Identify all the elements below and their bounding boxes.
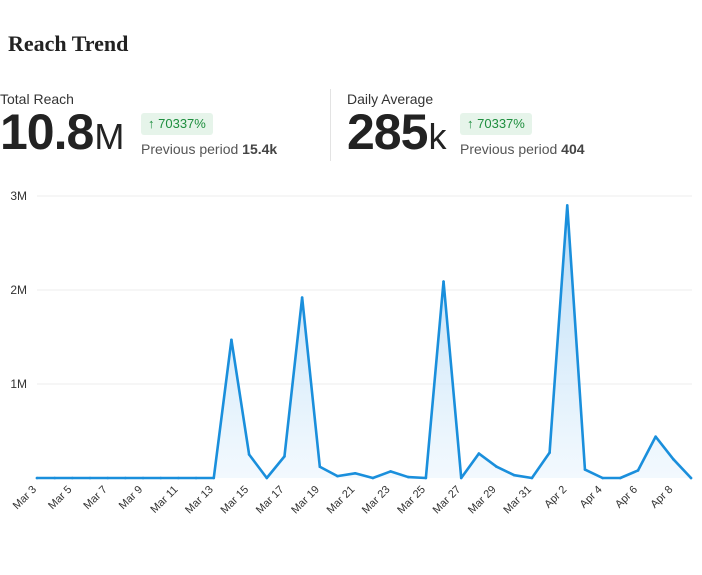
data-point: [300, 296, 304, 299]
data-point: [654, 435, 657, 438]
total-reach-previous-value: 15.4k: [242, 141, 278, 157]
arrow-up-icon: ↑: [148, 116, 155, 131]
total-reach-unit: M: [94, 116, 125, 157]
data-point: [477, 452, 481, 455]
x-tick-label: Mar 3: [11, 484, 39, 512]
data-point: [548, 451, 551, 454]
data-point: [106, 476, 110, 480]
data-point: [618, 476, 622, 480]
metric-divider: [330, 89, 331, 161]
data-point: [424, 476, 428, 480]
daily-average-metric: Daily Average 285k ↑ 70337% Previous per…: [347, 90, 585, 158]
total-reach-number: 10.8: [0, 104, 94, 160]
total-reach-previous-label: Previous period: [141, 141, 239, 157]
daily-average-unit: k: [428, 116, 447, 157]
x-tick-label: Apr 2: [542, 484, 569, 511]
daily-average-previous-label: Previous period: [460, 141, 558, 157]
data-point: [459, 476, 463, 480]
chart-title: Reach Trend: [8, 31, 129, 56]
data-point: [194, 476, 198, 480]
data-point: [124, 476, 127, 480]
daily-average-label: Daily Average: [347, 91, 434, 107]
data-point: [177, 476, 180, 480]
data-point: [318, 465, 322, 469]
data-point: [371, 476, 375, 480]
x-tick-label: Mar 15: [219, 484, 252, 517]
total-reach-change-badge: ↑ 70337%: [141, 113, 213, 135]
daily-average-previous-value: 404: [561, 141, 585, 157]
x-tick-label: Mar 11: [148, 484, 180, 516]
x-tick-label: Mar 21: [325, 484, 358, 517]
x-tick-label: Mar 9: [117, 484, 145, 512]
data-point: [88, 476, 92, 480]
x-tick-label: Mar 5: [46, 484, 74, 512]
data-point: [636, 469, 640, 472]
data-point: [565, 204, 569, 207]
data-point: [71, 476, 74, 480]
x-tick-label: Mar 29: [466, 484, 499, 517]
x-tick-label: Mar 23: [360, 484, 393, 517]
data-point: [212, 476, 216, 480]
x-tick-label: Mar 31: [501, 484, 534, 517]
x-tick-label: Apr 6: [613, 484, 640, 511]
data-point: [495, 465, 498, 469]
total-reach-metric: Total Reach 10.8M ↑ 70337% Previous peri…: [0, 90, 277, 158]
daily-average-change-value: 70337%: [477, 116, 525, 131]
data-point: [159, 476, 163, 480]
data-point: [230, 338, 233, 342]
y-tick-label: 2M: [10, 283, 27, 297]
data-point: [247, 453, 251, 456]
total-reach-value: 10.8M: [0, 106, 124, 171]
series-line: [35, 204, 693, 480]
x-tick-label: Mar 25: [395, 484, 428, 517]
data-point: [689, 476, 693, 480]
x-tick-label: Mar 27: [431, 484, 464, 517]
data-point: [389, 470, 392, 473]
total-reach-change-value: 70337%: [158, 116, 206, 131]
data-point: [265, 476, 269, 480]
data-point: [336, 474, 339, 478]
data-point: [512, 473, 516, 477]
y-tick-label: 1M: [10, 377, 27, 391]
arrow-up-icon: ↑: [467, 116, 474, 131]
total-reach-previous: Previous period 15.4k: [141, 141, 277, 157]
daily-average-number: 285: [347, 104, 428, 160]
data-point: [406, 475, 410, 479]
x-tick-label: Mar 17: [254, 484, 287, 517]
daily-average-value: 285k: [347, 106, 446, 171]
x-tick-label: Mar 19: [289, 484, 322, 517]
data-point: [35, 476, 39, 480]
data-point: [672, 457, 675, 461]
data-point: [530, 476, 534, 480]
data-point: [283, 455, 286, 458]
data-point: [583, 468, 587, 471]
data-point: [353, 472, 357, 475]
daily-average-previous: Previous period 404: [460, 141, 585, 157]
x-tick-label: Mar 7: [81, 484, 109, 512]
total-reach-label: Total Reach: [0, 91, 74, 107]
data-point: [442, 280, 445, 283]
y-tick-label: 3M: [10, 189, 27, 203]
daily-average-change-badge: ↑ 70337%: [460, 113, 532, 135]
series-area: [37, 205, 691, 478]
x-tick-label: Apr 4: [578, 484, 605, 511]
x-tick-label: Mar 13: [183, 484, 216, 517]
data-point: [601, 476, 604, 480]
data-point: [141, 476, 145, 480]
x-tick-label: Apr 8: [648, 484, 675, 511]
data-point: [53, 476, 56, 480]
